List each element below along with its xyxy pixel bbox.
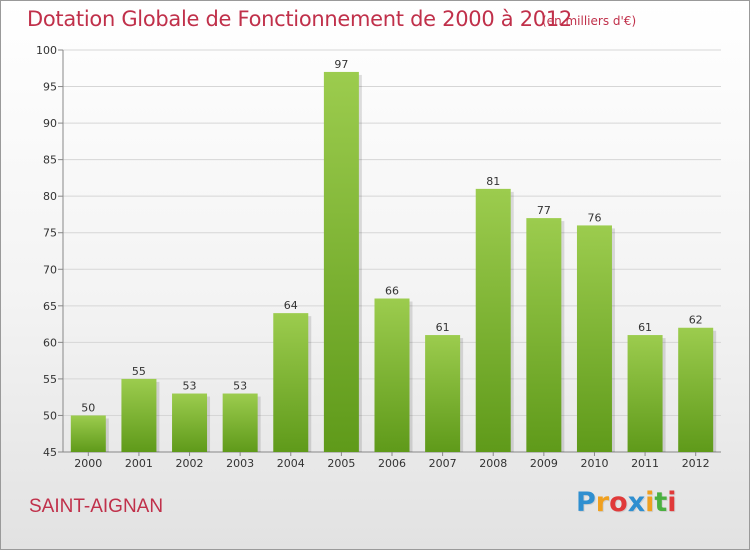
x-tick-label: 2011 xyxy=(631,457,659,470)
y-tick-label: 85 xyxy=(43,154,57,167)
bar-value-label: 77 xyxy=(537,204,551,217)
x-tick-label: 2003 xyxy=(226,457,254,470)
town-name: SAINT-AIGNAN xyxy=(29,496,164,517)
logo-letter: t xyxy=(654,487,668,518)
x-tick-label: 2009 xyxy=(530,457,558,470)
bar-value-label: 55 xyxy=(132,365,146,378)
bar-value-label: 61 xyxy=(638,321,652,334)
bar xyxy=(172,393,208,452)
bar-value-label: 61 xyxy=(436,321,450,334)
logo-letter: i xyxy=(667,487,677,518)
bar-value-label: 53 xyxy=(183,380,197,393)
bars xyxy=(70,71,717,452)
x-tick-label: 2002 xyxy=(176,457,204,470)
x-tick-label: 2012 xyxy=(682,457,710,470)
proxiti-logo: Proxiti xyxy=(576,487,677,518)
x-tick-label: 2000 xyxy=(74,457,102,470)
y-tick-label: 90 xyxy=(43,117,57,130)
bar xyxy=(475,188,511,452)
y-tick-label: 45 xyxy=(43,446,57,459)
x-tick-label: 2005 xyxy=(327,457,355,470)
y-tick-label: 55 xyxy=(43,373,57,386)
bar-value-label: 76 xyxy=(587,211,601,224)
labels: 45 50 55 60 65 70 75 80 85 90 95 100 50 2000 55 2001 53 2… xyxy=(36,44,710,470)
bar-value-label: 64 xyxy=(284,299,298,312)
x-tick-label: 2008 xyxy=(479,457,507,470)
bar xyxy=(526,218,562,452)
x-tick-label: 2006 xyxy=(378,457,406,470)
bar xyxy=(70,415,106,452)
logo-letter: r xyxy=(595,487,610,518)
y-tick-label: 95 xyxy=(43,81,57,94)
y-tick-label: 60 xyxy=(43,336,57,349)
bar xyxy=(273,313,309,452)
y-tick-label: 80 xyxy=(43,190,57,203)
bar xyxy=(425,335,461,452)
y-tick-label: 50 xyxy=(43,409,57,422)
chart-subtitle: (en milliers d'€) xyxy=(542,14,637,28)
x-tick-label: 2007 xyxy=(429,457,457,470)
bar-value-label: 62 xyxy=(689,314,703,327)
bar-value-label: 66 xyxy=(385,285,399,298)
bar xyxy=(678,327,714,452)
bar xyxy=(121,378,157,452)
bar-value-label: 81 xyxy=(486,175,500,188)
y-tick-label: 65 xyxy=(43,300,57,313)
bar xyxy=(222,393,258,452)
bar xyxy=(323,71,359,452)
logo-letter: x xyxy=(627,487,646,518)
y-tick-label: 100 xyxy=(36,44,57,57)
x-tick-label: 2004 xyxy=(277,457,305,470)
bar xyxy=(627,335,663,452)
bar xyxy=(374,298,410,452)
bar-value-label: 97 xyxy=(334,58,348,71)
x-tick-label: 2001 xyxy=(125,457,153,470)
y-tick-label: 70 xyxy=(43,263,57,276)
logo-letter: i xyxy=(645,487,655,518)
logo-letter: o xyxy=(609,487,628,518)
bar xyxy=(576,225,612,452)
y-tick-label: 75 xyxy=(43,227,57,240)
chart-title: Dotation Globale de Fonctionnement de 20… xyxy=(27,7,572,31)
x-tick-label: 2010 xyxy=(580,457,608,470)
logo-letter: P xyxy=(576,487,596,518)
bar-value-label: 50 xyxy=(81,401,95,414)
bar-value-label: 53 xyxy=(233,380,247,393)
